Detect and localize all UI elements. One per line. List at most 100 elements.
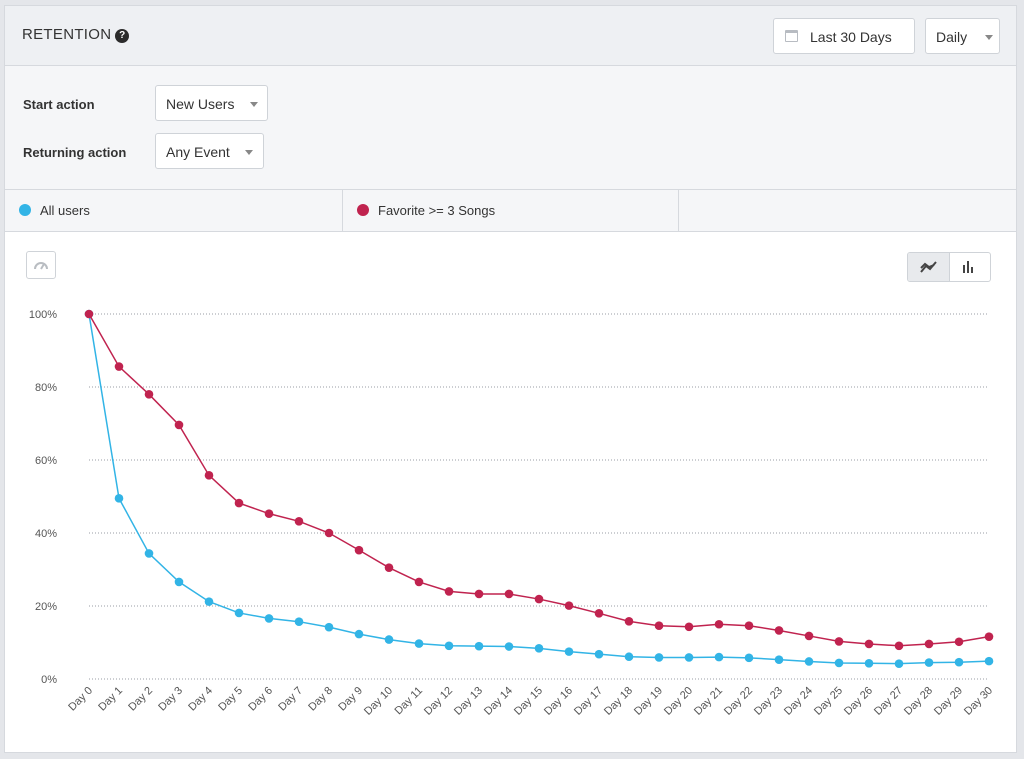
data-point[interactable]: [714, 652, 724, 662]
chevron-down-icon: [245, 150, 253, 155]
data-point[interactable]: [264, 614, 274, 623]
data-point[interactable]: [774, 626, 784, 635]
data-point[interactable]: [534, 594, 544, 604]
legend-item-all-users[interactable]: All users: [5, 190, 343, 231]
line-chart-icon: [920, 261, 937, 273]
returning-action-select[interactable]: Any Event: [155, 133, 264, 169]
interval-select[interactable]: Daily: [925, 18, 1000, 54]
data-point[interactable]: [984, 632, 994, 641]
data-point[interactable]: [954, 637, 964, 647]
data-point[interactable]: [204, 597, 214, 606]
data-point[interactable]: [834, 637, 844, 646]
x-tick-label: Day 6: [246, 685, 275, 714]
x-tick-label: Day 30: [962, 685, 995, 718]
y-tick-label: 0%: [41, 674, 57, 686]
chevron-down-icon: [250, 102, 258, 107]
data-point[interactable]: [354, 545, 364, 555]
x-tick-label: Day 18: [602, 685, 635, 718]
data-point[interactable]: [114, 362, 124, 371]
x-tick-label: Day 1: [96, 685, 125, 714]
data-point[interactable]: [144, 390, 154, 399]
chart-series: [84, 309, 994, 668]
data-point[interactable]: [294, 517, 304, 526]
line-view-button[interactable]: [908, 253, 949, 281]
data-point[interactable]: [294, 617, 304, 626]
legend-item-favorite[interactable]: Favorite >= 3 Songs: [343, 190, 679, 231]
data-point[interactable]: [474, 589, 484, 599]
data-point[interactable]: [354, 629, 364, 639]
data-point[interactable]: [444, 641, 454, 651]
data-point[interactable]: [984, 656, 994, 666]
returning-action-label: Returning action: [23, 145, 127, 160]
start-action-select[interactable]: New Users: [155, 85, 268, 121]
data-point[interactable]: [894, 659, 904, 668]
date-range-button[interactable]: Last 30 Days: [773, 18, 915, 54]
data-point[interactable]: [804, 657, 814, 666]
data-point[interactable]: [234, 498, 244, 508]
data-point[interactable]: [594, 609, 604, 618]
data-point[interactable]: [504, 589, 514, 599]
x-tick-label: Day 29: [932, 685, 965, 718]
data-point[interactable]: [624, 652, 634, 662]
data-point[interactable]: [774, 655, 784, 664]
data-point[interactable]: [444, 587, 454, 596]
data-point[interactable]: [924, 639, 934, 649]
data-point[interactable]: [174, 577, 184, 587]
filters-section: Start action New Users Returning action …: [5, 66, 1016, 190]
interval-label: Daily: [936, 29, 968, 45]
help-icon[interactable]: ?: [115, 29, 130, 43]
data-point[interactable]: [654, 653, 664, 662]
data-point[interactable]: [114, 494, 124, 503]
data-point[interactable]: [144, 549, 154, 558]
data-point[interactable]: [324, 622, 334, 632]
chart-grid: [89, 313, 989, 680]
x-tick-label: Day 4: [186, 685, 215, 714]
retention-panel: RETENTION? Last 30 Days Daily Start acti…: [4, 5, 1017, 753]
data-point[interactable]: [624, 617, 634, 626]
legend-label: Favorite >= 3 Songs: [378, 203, 496, 218]
data-point[interactable]: [834, 658, 844, 668]
data-point[interactable]: [744, 653, 754, 663]
data-point[interactable]: [264, 509, 274, 518]
data-point[interactable]: [84, 309, 94, 319]
data-point[interactable]: [684, 622, 694, 632]
calendar-icon: [785, 30, 798, 42]
data-point[interactable]: [684, 653, 694, 662]
data-point[interactable]: [864, 659, 874, 668]
x-tick-label: Day 21: [692, 685, 725, 718]
data-point[interactable]: [234, 608, 244, 618]
data-point[interactable]: [504, 642, 514, 651]
data-point[interactable]: [894, 641, 904, 651]
data-point[interactable]: [804, 631, 814, 641]
toggle-divider: [949, 253, 950, 281]
data-point[interactable]: [414, 577, 424, 587]
data-point[interactable]: [534, 644, 544, 653]
data-point[interactable]: [954, 657, 964, 667]
data-point[interactable]: [474, 641, 484, 651]
bar-view-button[interactable]: [950, 253, 990, 281]
data-point[interactable]: [864, 639, 874, 649]
dashboard-button[interactable]: [26, 251, 56, 279]
y-tick-label: 40%: [35, 528, 57, 540]
data-point[interactable]: [564, 647, 574, 656]
data-point[interactable]: [414, 639, 424, 648]
data-point[interactable]: [324, 528, 334, 538]
data-point[interactable]: [564, 601, 574, 610]
data-point[interactable]: [384, 635, 394, 644]
data-point[interactable]: [924, 658, 934, 667]
returning-action-value: Any Event: [166, 144, 230, 160]
data-point[interactable]: [174, 420, 184, 430]
data-point[interactable]: [594, 649, 604, 659]
data-point[interactable]: [384, 563, 394, 572]
x-tick-label: Day 20: [662, 685, 695, 718]
y-axis: 0% 20% 40% 60% 80% 100%: [29, 309, 57, 686]
data-point[interactable]: [204, 471, 214, 480]
x-tick-label: Day 10: [362, 685, 395, 718]
x-tick-label: Day 11: [393, 685, 426, 718]
data-point[interactable]: [744, 621, 754, 631]
data-point[interactable]: [714, 619, 724, 629]
x-tick-label: Day 3: [156, 685, 185, 714]
y-tick-label: 20%: [35, 601, 57, 613]
data-point[interactable]: [654, 621, 664, 631]
